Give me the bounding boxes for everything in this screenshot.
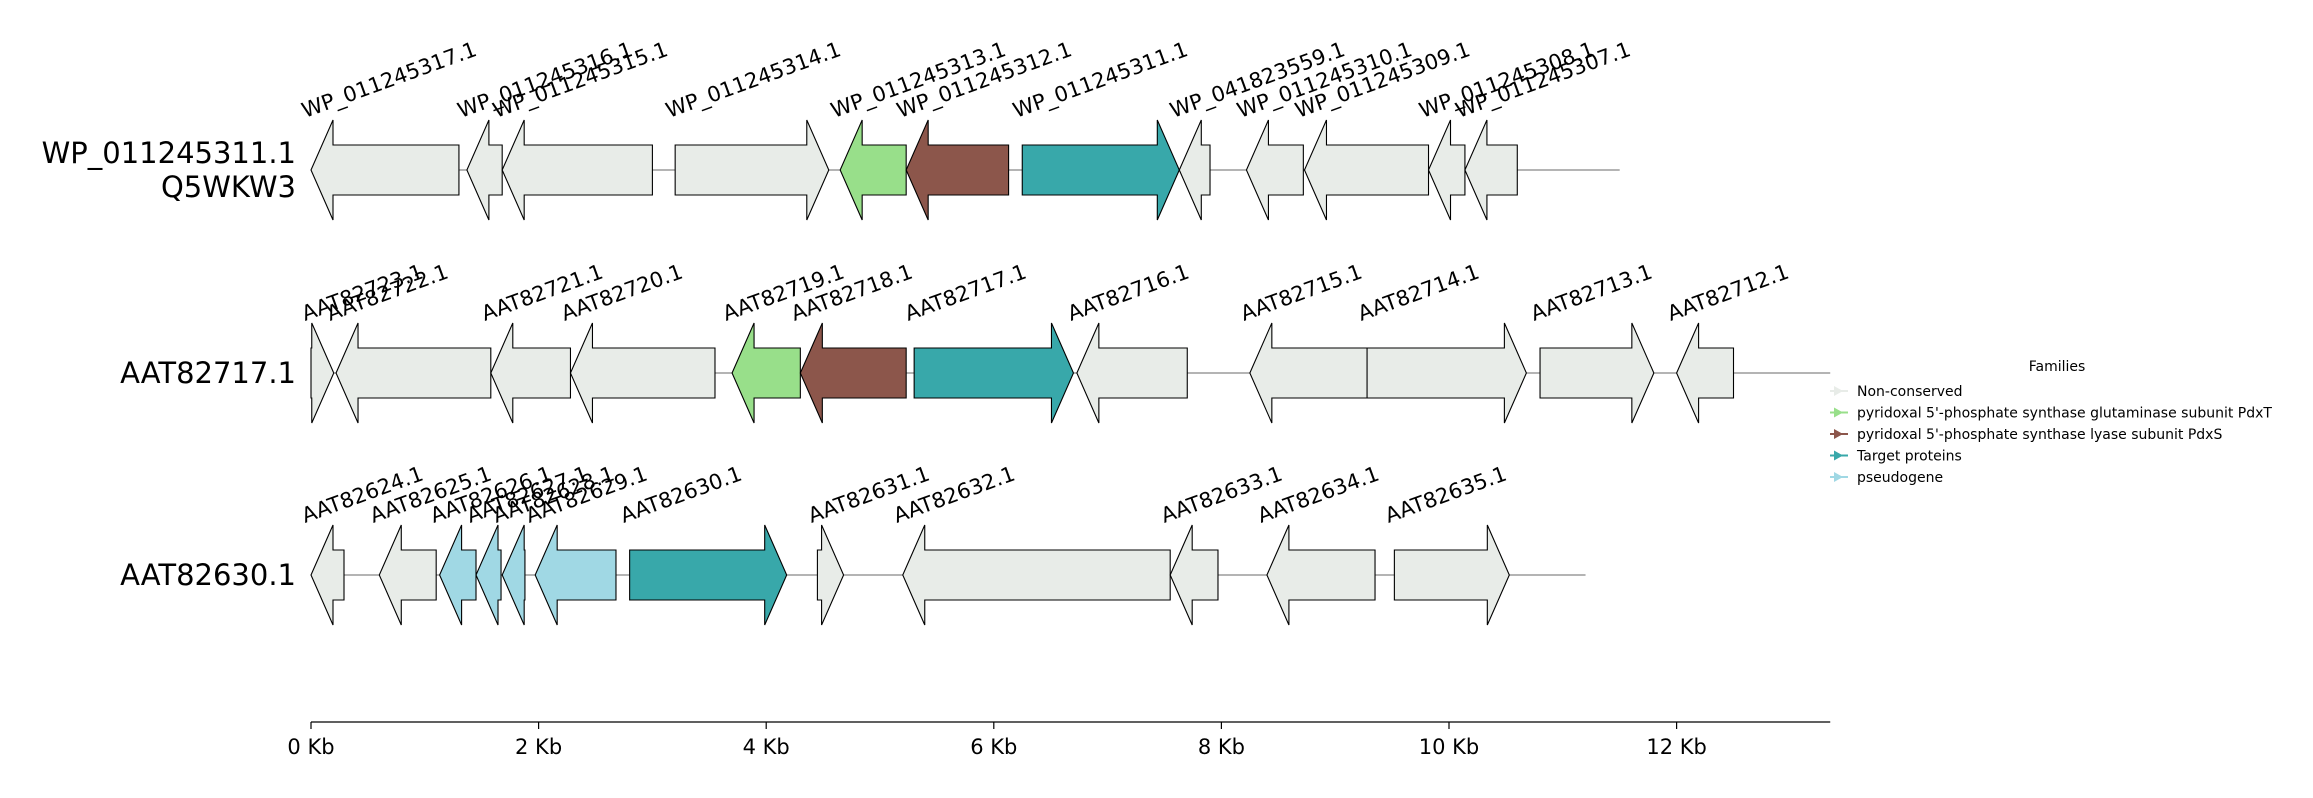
gene-arrow-aat82723-1[interactable] — [310, 322, 335, 424]
gene-label: AAT82714.1 — [1355, 260, 1483, 326]
gene-arrow-aat82718-1[interactable] — [799, 322, 907, 424]
legend-label: Target proteins — [1856, 449, 1962, 465]
gene-arrow-wp-011245307-1[interactable] — [1464, 119, 1518, 221]
legend-entry-non-conserved: Non-conserved — [1830, 384, 1963, 400]
gene-arrow-aat82714-1[interactable] — [1366, 322, 1527, 424]
gene-label: AAT82635.1 — [1382, 462, 1510, 528]
x-tick-label: 6 Kb — [970, 735, 1017, 759]
x-axis: 0 Kb 2 Kb 4 Kb 6 Kb 8 Kb 10 Kb 12 Kb — [287, 721, 1831, 759]
legend-label: pyridoxal 5'-phosphate synthase lyase su… — [1857, 427, 2222, 443]
x-tick-label: 10 Kb — [1419, 735, 1480, 759]
gene-arrow-aat82631-1[interactable] — [816, 524, 845, 626]
x-tick-label: 8 Kb — [1198, 735, 1245, 759]
gene-arrow-aat82722-1[interactable] — [335, 322, 492, 424]
gene-arrow-aat82721-1[interactable] — [490, 322, 572, 424]
x-tick-label: 12 Kb — [1646, 735, 1707, 759]
gene-arrow-wp-011245315-1[interactable] — [501, 119, 653, 221]
legend-entry-pyridoxal-5-phosphate-synthase-lyase-subunit-pdxs: pyridoxal 5'-phosphate synthase lyase su… — [1830, 427, 2222, 443]
gene-arrow-aat82625-1[interactable] — [378, 524, 437, 626]
legend-label: pseudogene — [1857, 470, 1943, 486]
legend-marker — [1834, 407, 1843, 418]
gene-arrow-wp-011245311-1[interactable] — [1021, 119, 1180, 221]
gene-arrow-aat82716-1[interactable] — [1076, 322, 1188, 424]
gene-label: AAT82715.1 — [1237, 260, 1365, 326]
gene-arrow-wp-011245309-1[interactable] — [1303, 119, 1430, 221]
legend-label: Non-conserved — [1857, 384, 1963, 400]
legend-title: Families — [2029, 359, 2086, 375]
legend-marker — [1834, 429, 1843, 439]
gene-arrow-aat82715-1[interactable] — [1249, 322, 1368, 424]
x-tick-label: 0 Kb — [287, 735, 334, 759]
gene-arrow-wp-011245313-1[interactable] — [839, 119, 907, 221]
row-label: AAT82717.1 — [120, 356, 296, 390]
gene-arrow-aat82719-1[interactable] — [731, 322, 801, 424]
legend-marker — [1834, 450, 1843, 461]
legend-entry-pyridoxal-5-phosphate-synthase-glutaminase-subunit-pdxt: pyridoxal 5'-phosphate synthase glutamin… — [1830, 406, 2272, 422]
gene-arrow-aat82635-1[interactable] — [1393, 524, 1510, 626]
gene-label: AAT82713.1 — [1528, 260, 1656, 326]
gene-arrow-wp-011245316-1[interactable] — [466, 119, 503, 221]
gene-arrow-wp-011245308-1[interactable] — [1427, 119, 1466, 221]
gene-label: WP_011245317.1 — [299, 37, 481, 123]
row-label: Q5WKW3 — [161, 170, 296, 204]
gene-arrow-wp-011245314-1[interactable] — [674, 119, 830, 221]
legend-marker — [1834, 386, 1843, 396]
genomic-row: AAT82630.1AAT82624.1AAT82625.1AAT82626.1… — [120, 462, 1586, 626]
gene-arrow-aat82717-1[interactable] — [913, 322, 1075, 424]
gene-arrow-aat82630-1[interactable] — [629, 524, 788, 626]
gene-arrow-aat82720-1[interactable] — [569, 322, 716, 424]
gene-label: AAT82716.1 — [1064, 260, 1192, 326]
gene-arrow-aat82628-1[interactable] — [501, 524, 526, 626]
legend-marker — [1834, 472, 1843, 482]
gene-arrow-wp-011245310-1[interactable] — [1245, 119, 1304, 221]
gene-arrow-aat82629-1[interactable] — [534, 524, 617, 626]
gene-arrow-aat82713-1[interactable] — [1539, 322, 1655, 424]
gene-arrow-wp-041823559-1[interactable] — [1178, 119, 1211, 221]
gene-arrow-aat82633-1[interactable] — [1169, 524, 1219, 626]
gene-arrow-wp-011245312-1[interactable] — [905, 119, 1010, 221]
legend-label: pyridoxal 5'-phosphate synthase glutamin… — [1857, 406, 2272, 422]
row-label: AAT82630.1 — [120, 558, 296, 592]
legend: Families Non-conserved pyridoxal 5'-phosp… — [1830, 359, 2272, 486]
x-tick-label: 4 Kb — [743, 735, 790, 759]
gene-arrow-wp-011245317-1[interactable] — [310, 119, 460, 221]
gene-label: AAT82717.1 — [902, 260, 1030, 326]
gene-arrow-aat82712-1[interactable] — [1675, 322, 1735, 424]
gene-arrow-aat82624-1[interactable] — [310, 524, 345, 626]
gene-arrow-aat82632-1[interactable] — [902, 524, 1171, 626]
legend-entry-pseudogene: pseudogene — [1830, 470, 1943, 486]
row-label: WP_011245311.1 — [42, 136, 296, 170]
gene-arrow-aat82626-1[interactable] — [438, 524, 477, 626]
gene-arrow-aat82634-1[interactable] — [1266, 524, 1376, 626]
legend-entry-target-proteins: Target proteins — [1830, 449, 1962, 465]
x-tick-label: 2 Kb — [515, 735, 562, 759]
gene-arrow-aat82627-1[interactable] — [475, 524, 502, 626]
gene-label: AAT82712.1 — [1664, 260, 1792, 326]
gene-label: WP_011245314.1 — [663, 37, 845, 123]
